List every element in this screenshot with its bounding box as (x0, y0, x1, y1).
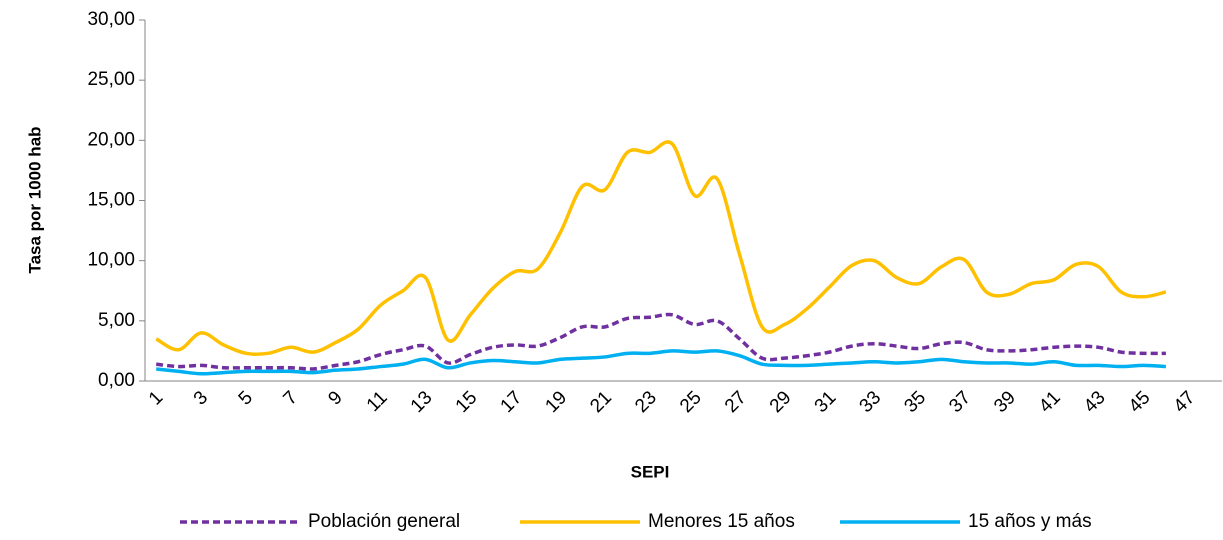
x-tick-label: 19 (541, 387, 571, 417)
x-tick-label: 33 (856, 387, 886, 417)
x-tick-label: 1 (145, 387, 167, 409)
y-tick-label: 30,00 (87, 9, 135, 30)
x-tick-label: 25 (676, 387, 706, 417)
x-tick-label: 21 (586, 387, 616, 417)
x-tick-label: 27 (721, 387, 751, 417)
x-tick-label: 39 (990, 387, 1020, 417)
y-tick-label: 5,00 (98, 310, 135, 331)
x-tick-label: 31 (811, 387, 841, 417)
legend-label: Menores 15 años (648, 511, 795, 532)
y-tick-label: 15,00 (87, 190, 135, 211)
legend-label: Población general (308, 511, 460, 532)
y-tick-label: 25,00 (87, 69, 135, 90)
x-tick-label: 47 (1170, 387, 1200, 417)
series-line (155, 140, 1167, 356)
x-tick-label: 15 (452, 387, 482, 417)
x-tick-label: 5 (235, 387, 257, 409)
x-tick-label: 43 (1080, 387, 1110, 417)
y-axis-title: Tasa por 1000 hab (25, 126, 44, 273)
x-tick-label: 23 (631, 387, 661, 417)
series-line (156, 312, 1166, 371)
x-tick-label: 7 (280, 387, 302, 409)
y-tick-label: 20,00 (87, 129, 135, 150)
legend-label: 15 años y más (968, 511, 1092, 532)
y-tick-label: 0,00 (98, 370, 135, 391)
x-tick-label: 3 (190, 387, 212, 409)
x-tick-label: 29 (766, 387, 796, 417)
x-tick-label: 45 (1125, 387, 1155, 417)
x-tick-label: 17 (497, 387, 527, 417)
x-tick-label: 35 (900, 387, 930, 417)
x-tick-label: 41 (1035, 387, 1065, 417)
x-tick-label: 11 (363, 387, 392, 416)
series-line (156, 349, 1167, 376)
x-tick-label: 9 (324, 387, 346, 409)
x-tick-label: 13 (407, 387, 437, 417)
x-axis-title: SEPI (631, 462, 670, 481)
y-tick-label: 10,00 (87, 250, 135, 271)
x-tick-label: 37 (945, 387, 975, 417)
